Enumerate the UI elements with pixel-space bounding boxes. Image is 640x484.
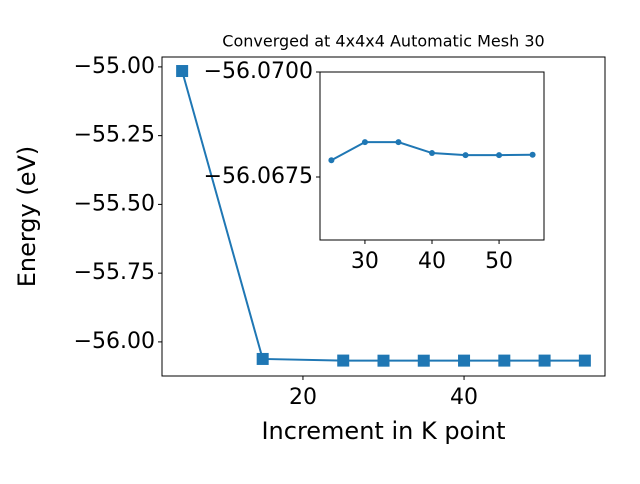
y-tick-label: −56.0700 — [204, 59, 313, 84]
chart-title: Converged at 4x4x4 Automatic Mesh 30 — [222, 32, 544, 51]
marker — [429, 150, 435, 157]
y-tick-label: −56.00 — [74, 329, 155, 354]
marker — [458, 354, 471, 367]
marker — [538, 354, 551, 367]
y-tick-label: −55.50 — [74, 191, 155, 216]
x-tick-label: 20 — [289, 385, 317, 410]
x-tick-label: 40 — [450, 385, 478, 410]
y-tick-label: −56.0675 — [204, 164, 313, 189]
marker — [496, 152, 503, 159]
marker — [337, 354, 350, 367]
marker — [529, 151, 536, 158]
marker — [417, 354, 430, 367]
x-tick-label: 50 — [485, 249, 513, 274]
y-axis-label: Energy (eV) — [13, 146, 41, 288]
marker — [462, 152, 469, 159]
y-tick-label: −55.00 — [74, 54, 155, 79]
marker — [578, 354, 591, 367]
marker — [395, 139, 402, 146]
x-tick-label: 30 — [351, 249, 379, 274]
marker — [176, 65, 189, 78]
marker — [498, 354, 511, 367]
x-axis-label: Increment in K point — [261, 417, 505, 445]
marker — [256, 352, 269, 365]
marker — [377, 354, 390, 367]
marker — [361, 139, 368, 146]
y-tick-label: −55.75 — [74, 260, 155, 285]
x-tick-label: 40 — [418, 249, 446, 274]
marker — [328, 157, 335, 164]
y-tick-label: −55.25 — [74, 123, 155, 148]
